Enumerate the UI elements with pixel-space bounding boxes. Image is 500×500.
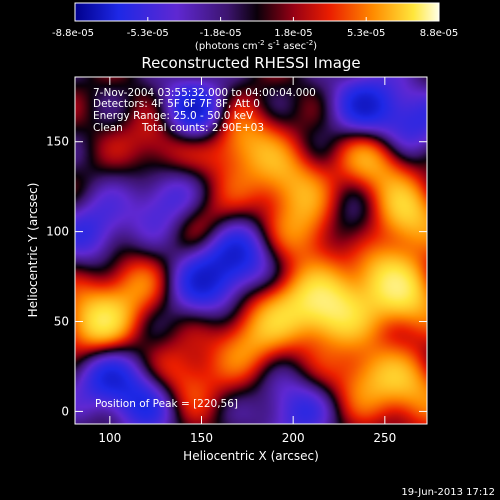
axis-ticks: 100 150 200 250 0 50 100 150 — [46, 77, 427, 445]
x-tick-label: 200 — [282, 431, 305, 445]
annotation-counts: Total counts: 2.90E+03 — [141, 122, 264, 134]
colorbar-tick-label: 5.3e-05 — [347, 28, 385, 39]
colorbar-ticks: -8.8e-05 -5.3e-05 -1.8e-05 1.8e-05 5.3e-05 8.… — [52, 17, 458, 39]
y-tick-label: 50 — [54, 315, 69, 329]
x-tick-label: 100 — [98, 431, 121, 445]
colorbar-unit: (photons cm-2 s-1 asec-2) — [195, 39, 317, 52]
annotation-method: Clean — [93, 122, 123, 134]
chart-title: Reconstructed RHESSI Image — [141, 54, 360, 72]
heatmap-image — [75, 77, 427, 424]
colorbar-tick-label: 8.8e-05 — [420, 28, 458, 39]
colorbar-tick-label: 1.8e-05 — [274, 28, 312, 39]
annotation-energy: Energy Range: 25.0 - 50.0 keV — [93, 110, 254, 122]
x-tick-label: 250 — [373, 431, 396, 445]
colorbar-tick-label: -8.8e-05 — [52, 28, 94, 39]
annotation-detectors: Detectors: 4F 5F 6F 7F 8F, Att 0 — [93, 98, 260, 110]
y-tick-label: 0 — [61, 404, 69, 418]
footer-date: 19-Jun-2013 17:12 — [401, 487, 495, 498]
x-axis-label: Heliocentric X (arcsec) — [183, 449, 319, 463]
colorbar-tick-label: -1.8e-05 — [200, 28, 242, 39]
colorbar-tick-label: -5.3e-05 — [127, 28, 169, 39]
plot-frame — [74, 76, 428, 425]
y-axis-label: Heliocentric Y (arcsec) — [26, 183, 40, 318]
annotation-time: 7-Nov-2004 03:55:32.000 to 04:00:04.000 — [93, 87, 316, 99]
annotation-peak: Position of Peak = [220,56] — [95, 398, 238, 410]
colorbar-gradient — [74, 2, 440, 22]
x-tick-label: 150 — [190, 431, 213, 445]
y-tick-label: 100 — [46, 225, 69, 239]
y-tick-label: 150 — [46, 135, 69, 149]
